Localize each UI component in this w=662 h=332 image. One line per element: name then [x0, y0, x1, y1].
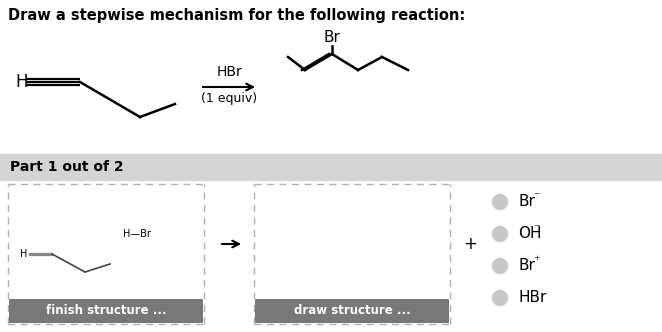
FancyBboxPatch shape — [9, 299, 203, 323]
Text: HBr: HBr — [518, 290, 546, 305]
Circle shape — [493, 259, 508, 274]
Text: Br: Br — [518, 259, 535, 274]
Circle shape — [493, 195, 508, 209]
Text: draw structure ...: draw structure ... — [294, 304, 410, 317]
Circle shape — [493, 290, 508, 305]
Text: HBr: HBr — [216, 65, 242, 79]
Text: OH: OH — [518, 226, 542, 241]
FancyBboxPatch shape — [255, 299, 449, 323]
Text: Br: Br — [324, 30, 340, 45]
Bar — [0, 154, 662, 180]
Text: (1 equiv): (1 equiv) — [201, 92, 257, 105]
Text: +: + — [463, 235, 477, 253]
Text: ⁻: ⁻ — [533, 222, 540, 235]
Text: Part 1 out of 2: Part 1 out of 2 — [10, 160, 124, 174]
Text: Br: Br — [518, 195, 535, 209]
Text: Draw a stepwise mechanism for the following reaction:: Draw a stepwise mechanism for the follow… — [8, 8, 465, 23]
Circle shape — [493, 226, 508, 241]
Text: ⁺: ⁺ — [533, 255, 540, 268]
Text: finish structure ...: finish structure ... — [46, 304, 166, 317]
Text: H: H — [15, 73, 28, 91]
Text: ⁻: ⁻ — [533, 191, 540, 204]
Text: H: H — [20, 249, 27, 259]
Text: H—Br: H—Br — [123, 229, 151, 239]
